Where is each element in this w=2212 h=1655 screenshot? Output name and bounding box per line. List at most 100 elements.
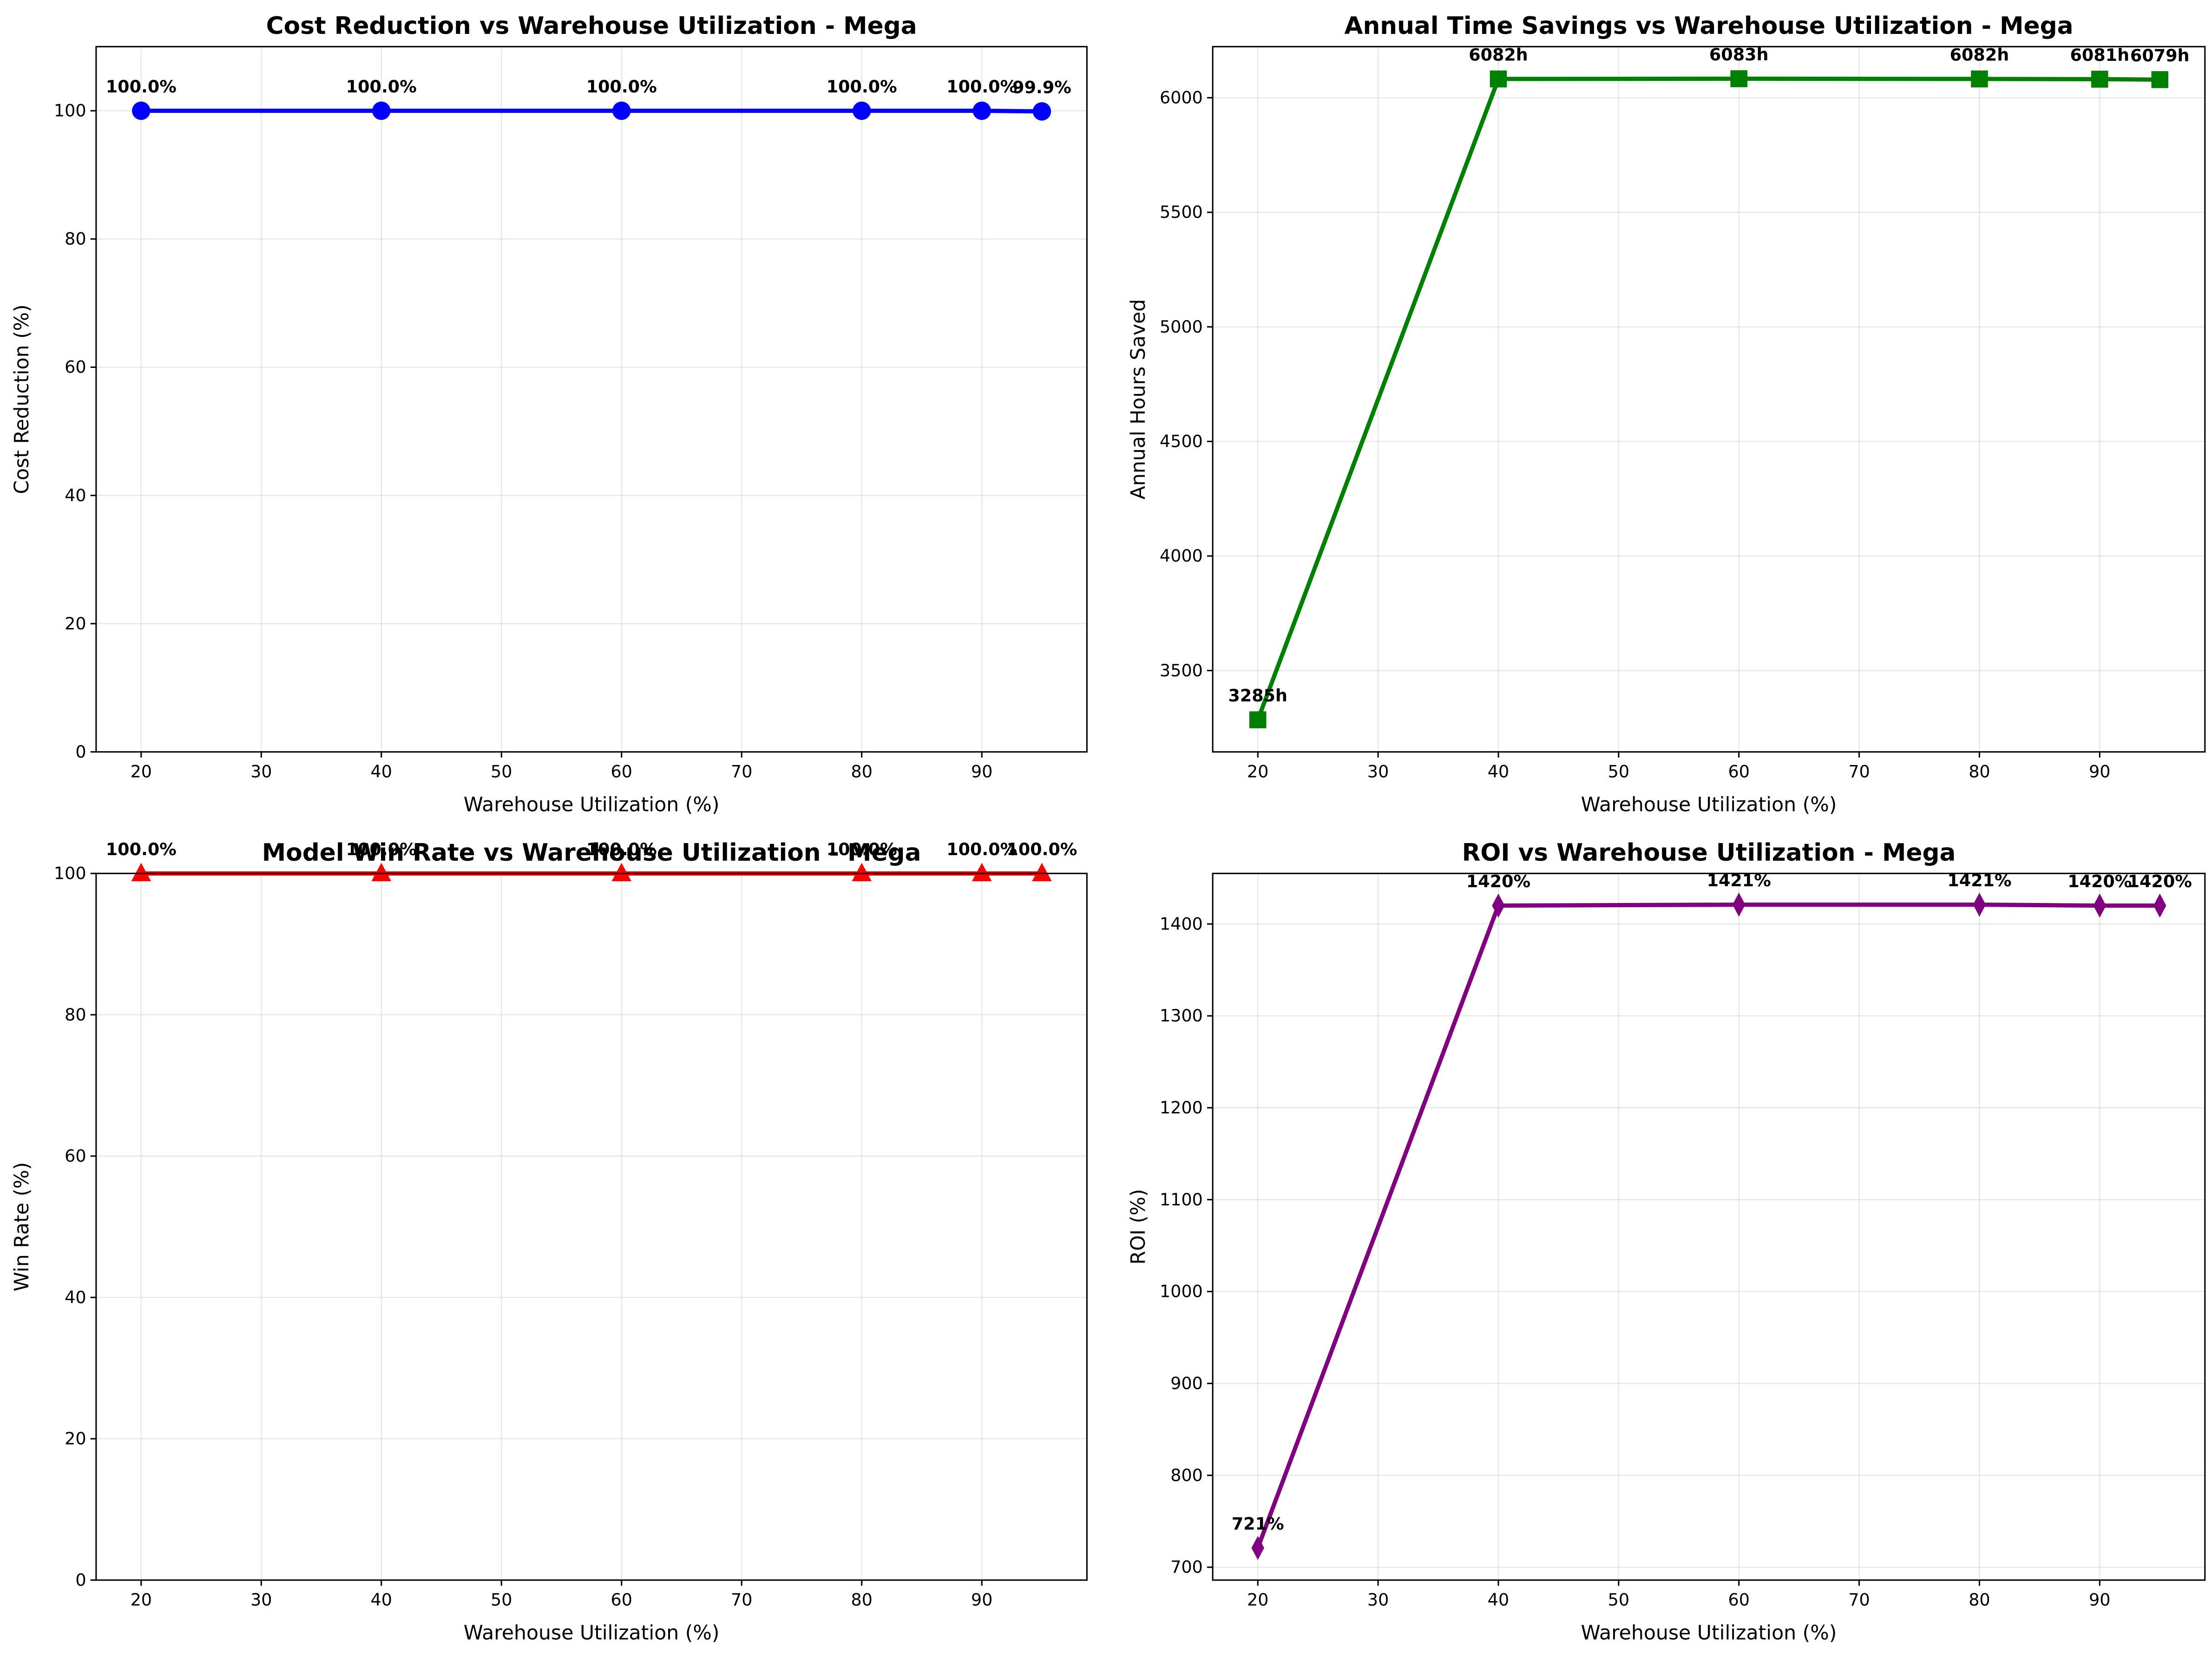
diamond-marker-icon — [1733, 892, 1746, 917]
plot-frame — [95, 46, 1088, 753]
y-tick-label: 80 — [65, 229, 86, 249]
x-tick-label: 70 — [731, 1590, 752, 1610]
triangle-marker-icon — [611, 863, 632, 882]
y-tick-label: 60 — [65, 357, 86, 377]
circle-marker-icon — [372, 101, 391, 120]
plot-frame — [1212, 872, 2206, 1581]
x-axis-label: Warehouse Utilization (%) — [464, 1622, 720, 1645]
x-tick-label: 50 — [1608, 1590, 1629, 1610]
x-axis-label: Warehouse Utilization (%) — [1581, 1622, 1837, 1645]
y-tick-label: 20 — [65, 614, 86, 634]
x-tick-label: 70 — [1848, 761, 1870, 781]
y-tick-label: 100 — [54, 101, 86, 121]
data-label: 100.0% — [946, 77, 1017, 97]
data-label: 1420% — [2128, 871, 2192, 891]
y-tick-label: 1000 — [1160, 1282, 1203, 1302]
data-label: 100.0% — [346, 839, 417, 859]
data-label: 3285h — [1228, 686, 1287, 706]
circle-marker-icon — [612, 101, 631, 120]
data-label: 100.0% — [346, 77, 417, 97]
x-axis-label: Warehouse Utilization (%) — [464, 793, 720, 817]
chart-title: Annual Time Savings vs Warehouse Utiliza… — [1344, 12, 2073, 40]
x-tick-label: 60 — [611, 761, 632, 781]
x-tick-label: 30 — [250, 761, 272, 781]
x-tick-label: 40 — [1488, 761, 1509, 781]
square-marker-icon — [1971, 70, 1988, 88]
triangle-marker-icon — [371, 863, 392, 882]
square-marker-icon — [2151, 71, 2168, 88]
time-savings-chart: 20 30 40 50 60 70 80 90 3500 4000 4500 5000 5500 6000… — [1127, 12, 2206, 817]
y-tick-label: 1100 — [1160, 1190, 1203, 1210]
y-tick-label: 80 — [65, 1005, 86, 1025]
triangle-marker-icon — [131, 863, 151, 882]
data-label: 100.0% — [586, 77, 657, 97]
series-line — [1255, 76, 2160, 721]
plot-frame — [95, 872, 1088, 1581]
y-tick-label: 20 — [65, 1429, 86, 1449]
cost-reduction-chart: 20 30 40 50 60 70 80 90 0 20 40 60 80 100 100.0% 100.0… — [10, 12, 1088, 817]
x-tick-label: 80 — [1969, 1590, 1990, 1610]
y-tick-label: 0 — [75, 1570, 86, 1590]
y-tick-label: 3500 — [1160, 661, 1203, 680]
triangle-marker-icon — [852, 863, 872, 882]
data-label: 6081h — [2070, 45, 2130, 65]
y-axis-label: Annual Hours Saved — [1127, 299, 1150, 499]
x-tick-label: 70 — [1848, 1590, 1870, 1610]
x-tick-label: 20 — [131, 761, 152, 781]
x-tick-label: 40 — [371, 1590, 392, 1610]
x-tick-label: 80 — [851, 761, 873, 781]
data-label: 6079h — [2130, 46, 2190, 65]
x-tick-label: 90 — [2089, 1590, 2110, 1610]
y-tick-label: 60 — [65, 1146, 86, 1166]
square-marker-icon — [2091, 71, 2108, 88]
circle-marker-icon — [972, 101, 991, 120]
y-axis-label: ROI (%) — [1127, 1189, 1150, 1265]
circle-marker-icon — [852, 101, 871, 120]
x-tick-label: 80 — [1969, 761, 1990, 781]
y-tick-label: 1300 — [1160, 1006, 1203, 1026]
diamond-marker-icon — [2093, 893, 2106, 918]
circle-marker-icon — [132, 101, 151, 120]
y-tick-label: 700 — [1170, 1557, 1203, 1577]
data-label: 1420% — [2068, 871, 2132, 891]
roi-chart: 20 30 40 50 60 70 80 90 700 800 900 1000 1100 1200 130… — [1127, 839, 2206, 1645]
data-label: 100.0% — [827, 839, 897, 859]
data-label: 100.0% — [586, 839, 657, 859]
x-tick-label: 80 — [851, 1590, 873, 1610]
x-tick-label: 30 — [1367, 1590, 1389, 1610]
triangle-marker-icon — [1032, 863, 1052, 882]
y-tick-label: 40 — [65, 1287, 86, 1307]
data-label: 100.0% — [827, 77, 897, 97]
data-label: 1420% — [1466, 871, 1530, 891]
y-tick-label: 100 — [54, 863, 86, 883]
x-tick-label: 30 — [1367, 761, 1389, 781]
x-tick-label: 40 — [1488, 1590, 1509, 1610]
y-tick-label: 800 — [1170, 1465, 1203, 1485]
data-label: 99.9% — [1012, 77, 1071, 97]
y-axis-label: Cost Reduction (%) — [10, 304, 33, 494]
y-tick-label: 900 — [1170, 1374, 1203, 1393]
diamond-marker-icon — [1973, 892, 1986, 917]
x-tick-label: 40 — [371, 761, 392, 781]
x-tick-label: 20 — [1247, 1590, 1268, 1610]
triangle-marker-icon — [971, 863, 992, 882]
x-tick-label: 60 — [1728, 1590, 1749, 1610]
chart-title: ROI vs Warehouse Utilization - Mega — [1462, 839, 1956, 867]
series-line — [1255, 903, 2160, 1549]
x-tick-label: 90 — [971, 761, 992, 781]
y-tick-label: 6000 — [1160, 88, 1203, 108]
y-axis-label: Win Rate (%) — [10, 1162, 33, 1291]
x-tick-label: 60 — [1728, 761, 1749, 781]
y-tick-label: 5000 — [1160, 317, 1203, 337]
x-tick-label: 20 — [131, 1590, 152, 1610]
data-label: 100.0% — [946, 839, 1017, 859]
chart-title: Cost Reduction vs Warehouse Utilization … — [266, 12, 917, 40]
data-label: 6082h — [1950, 45, 2009, 65]
data-label: 100.0% — [106, 839, 177, 859]
y-tick-label: 4000 — [1160, 546, 1203, 566]
x-tick-label: 20 — [1247, 761, 1268, 781]
data-label: 100.0% — [106, 77, 177, 97]
square-marker-icon — [1730, 70, 1747, 87]
